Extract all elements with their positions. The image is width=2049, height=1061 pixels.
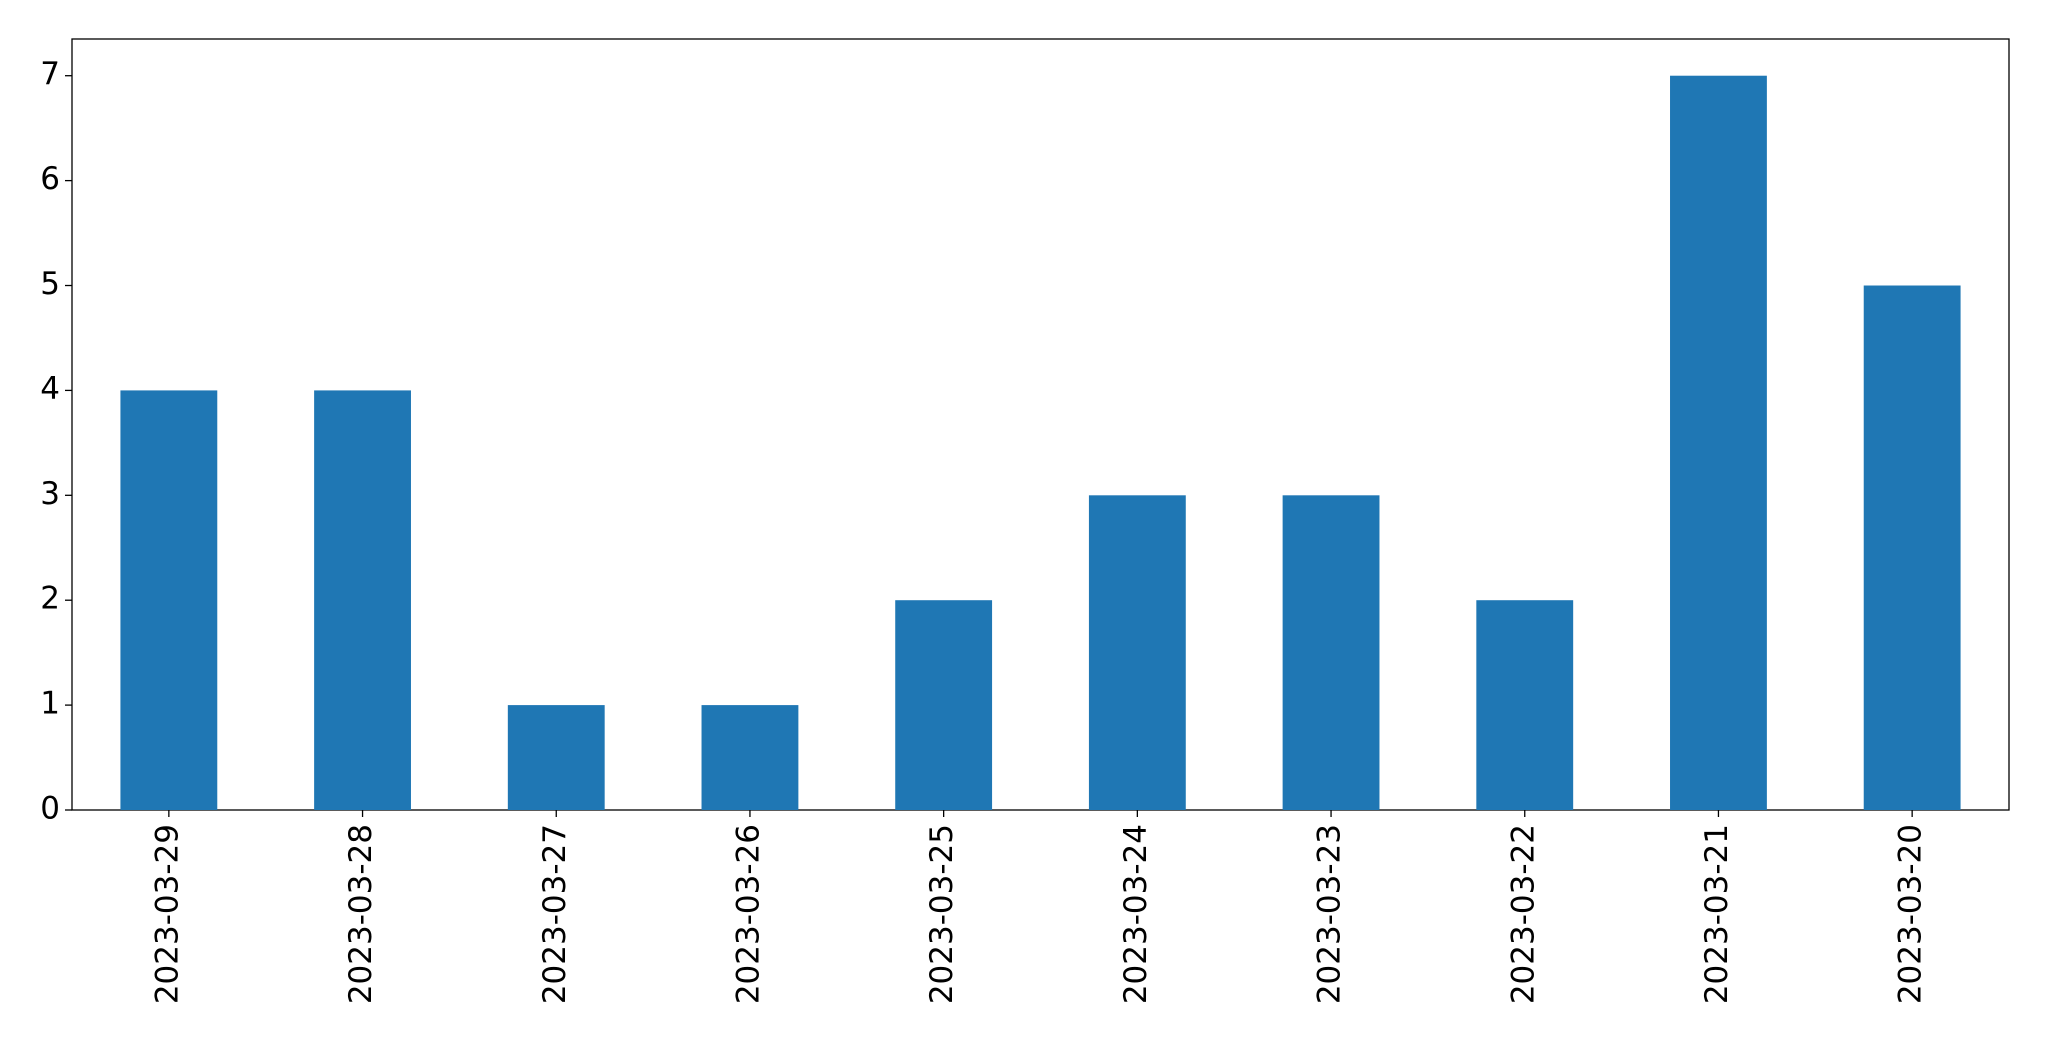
y-tick-label: 1 xyxy=(40,686,60,722)
bar xyxy=(1088,495,1186,810)
bar xyxy=(895,600,993,810)
bar xyxy=(507,705,605,810)
x-tick-label: 2023-03-23 xyxy=(1312,824,1348,1004)
x-tick-label: 2023-03-25 xyxy=(924,824,960,1004)
plot-frame xyxy=(71,38,2010,811)
y-tick-label: 2 xyxy=(40,581,60,617)
bar xyxy=(701,705,799,810)
bar xyxy=(120,390,218,810)
x-tick-label: 2023-03-24 xyxy=(1118,824,1154,1004)
y-tick-label: 4 xyxy=(40,371,60,407)
x-tick-label: 2023-03-22 xyxy=(1505,824,1541,1004)
y-tick-label: 3 xyxy=(40,476,60,512)
x-tick-label: 2023-03-20 xyxy=(1893,824,1929,1004)
x-tick-label: 2023-03-27 xyxy=(537,824,573,1004)
x-tick-label: 2023-03-29 xyxy=(149,824,185,1004)
y-tick-label: 7 xyxy=(40,56,60,92)
x-tick-label: 2023-03-21 xyxy=(1699,824,1735,1004)
y-tick-label: 0 xyxy=(40,791,60,827)
bar xyxy=(314,390,411,810)
bar xyxy=(1282,495,1380,810)
bar xyxy=(1863,285,1961,810)
x-tick-label: 2023-03-28 xyxy=(343,824,379,1004)
x-tick-label: 2023-03-26 xyxy=(730,824,766,1004)
bar xyxy=(1670,75,1767,810)
y-tick-label: 6 xyxy=(40,161,60,197)
y-tick-label: 5 xyxy=(40,266,60,302)
bar xyxy=(1476,600,1574,810)
